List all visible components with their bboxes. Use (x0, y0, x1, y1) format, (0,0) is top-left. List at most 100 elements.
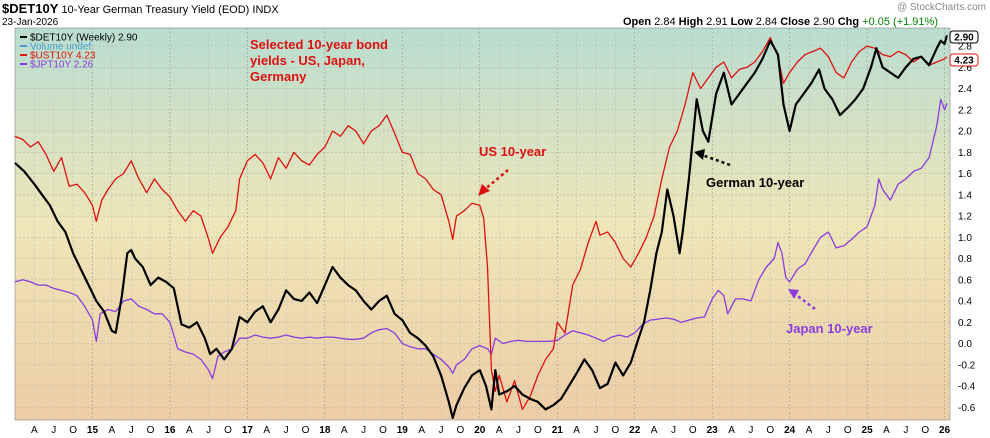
arrow-german-head (694, 149, 705, 160)
x-tick-label: 16 (164, 425, 176, 436)
x-tick-label: A (728, 425, 735, 436)
x-tick-label: O (534, 425, 542, 436)
x-tick-label: O (844, 425, 852, 436)
y-tick-label: -0.6 (958, 403, 976, 414)
series-line-2 (14, 98, 948, 380)
ust-badge: 4.23 (954, 56, 974, 67)
watermark: @ StockCharts.com (896, 2, 986, 13)
annotation-japan: Japan 10-year (786, 321, 873, 336)
chart-exchange: INDX (252, 4, 279, 16)
x-tick-label: 21 (552, 425, 564, 436)
det-badge-box (949, 30, 979, 44)
y-tick-label: 2.2 (958, 105, 972, 116)
close-value: 2.90 (813, 16, 835, 28)
x-tick-label: O (457, 425, 465, 436)
legend: $DET10Y (Weekly) 2.90 Volume undef $UST1… (20, 33, 138, 71)
annotation-german: German 10-year (706, 175, 804, 190)
x-tick-label: O (147, 425, 155, 436)
legend-ust: $UST10Y 4.23 (30, 51, 96, 62)
y-tick-label: 0.0 (958, 339, 972, 350)
x-tick-label: A (263, 425, 270, 436)
chart-description: 10-Year German Treasury Yield (EOD) (61, 4, 250, 16)
chart-symbol: $DET10Y (2, 1, 59, 16)
x-tick-label: A (651, 425, 658, 436)
x-tick-label: J (903, 425, 908, 436)
y-tick-label: 1.2 (958, 212, 972, 223)
open-value: 2.84 (654, 16, 676, 28)
x-tick-label: O (921, 425, 929, 436)
x-tick-label: A (806, 425, 813, 436)
x-tick-label: A (341, 425, 348, 436)
price-badges: 2.90 4.23 (949, 30, 979, 67)
gridlines (15, 28, 950, 420)
x-tick-label: A (31, 425, 38, 436)
ust-badge-box (949, 53, 979, 67)
x-tick-label: 22 (629, 425, 641, 436)
x-tick-label: O (69, 425, 77, 436)
x-tick-label: J (129, 425, 134, 436)
chart-title: $DET10Y 10-Year German Treasury Yield (E… (2, 1, 279, 16)
x-tick-label: 23 (707, 425, 719, 436)
x-tick-label: J (51, 425, 56, 436)
y-tick-label: 2.6 (958, 63, 972, 74)
chg-label: Chg (837, 16, 860, 28)
chg-value: +0.05 (+1.91%) (862, 16, 938, 28)
x-tick-label: A (186, 425, 193, 436)
series-lines (14, 35, 948, 419)
x-tick-label: 17 (242, 425, 254, 436)
y-tick-label: 1.6 (958, 169, 972, 180)
close-label: Close (780, 16, 811, 28)
annotation-us: US 10-year (479, 144, 546, 159)
open-label: Open (622, 16, 652, 28)
x-tick-label: 20 (474, 425, 486, 436)
series-line-0 (14, 35, 948, 419)
x-tick-label: 18 (319, 425, 331, 436)
y-tick-label: 2.8 (958, 42, 972, 53)
axes: -0.6 -0.4 -0.2 0.0 0.2 0.4 0.6 0.8 1.0 1.2 1.4 1.6 1… (31, 42, 976, 436)
y-tick-label: 0.2 (958, 318, 972, 329)
y-tick-label: 0.4 (958, 297, 972, 308)
x-tick-label: J (439, 425, 444, 436)
x-tick-label: J (826, 425, 831, 436)
x-tick-label: O (766, 425, 774, 436)
x-tick-label: J (361, 425, 366, 436)
x-tick-label: O (611, 425, 619, 436)
low-label: Low (730, 16, 753, 28)
x-tick-label: J (284, 425, 289, 436)
y-tick-label: 0.6 (958, 275, 972, 286)
annotations: Selected 10-year bond yields - US, Japan… (250, 37, 873, 336)
high-value: 2.91 (706, 16, 728, 28)
arrow-us (483, 169, 509, 191)
x-tick-label: 15 (87, 425, 99, 436)
low-value: 2.84 (755, 16, 778, 28)
y-tick-label: 2.0 (958, 127, 972, 138)
y-tick-label: -0.4 (958, 382, 976, 393)
x-tick-label: A (573, 425, 580, 436)
x-tick-label: J (748, 425, 753, 436)
x-tick-label: J (671, 425, 676, 436)
x-tick-label: A (883, 425, 890, 436)
plot-background (14, 27, 951, 421)
arrow-japan-head (788, 289, 799, 299)
y-tick-label: 2.4 (958, 84, 972, 95)
x-tick-label: A (496, 425, 503, 436)
x-tick-label: 25 (862, 425, 874, 436)
arrow-japan (794, 293, 816, 310)
legend-jpt: $JPT10Y 2.26 (30, 60, 94, 71)
x-tick-label: O (302, 425, 310, 436)
y-tick-label: 1.8 (958, 148, 972, 159)
y-tick-label: 0.8 (958, 254, 972, 265)
arrow-us-head (478, 184, 490, 196)
x-tick-label: A (108, 425, 115, 436)
x-tick-label: 19 (397, 425, 409, 436)
legend-det: $DET10Y (Weekly) 2.90 (30, 33, 138, 44)
annotation-title-line3: Germany (250, 69, 307, 84)
det-badge: 2.90 (954, 33, 974, 44)
ohlc-readout: Open 2.84 High 2.91 Low 2.84 Close 2.90 … (623, 16, 938, 28)
x-tick-label: O (379, 425, 387, 436)
x-tick-label: 24 (784, 425, 796, 436)
annotation-title-line2: yields - US, Japan, (250, 53, 365, 68)
x-tick-label: O (689, 425, 697, 436)
high-label: High (678, 16, 704, 28)
